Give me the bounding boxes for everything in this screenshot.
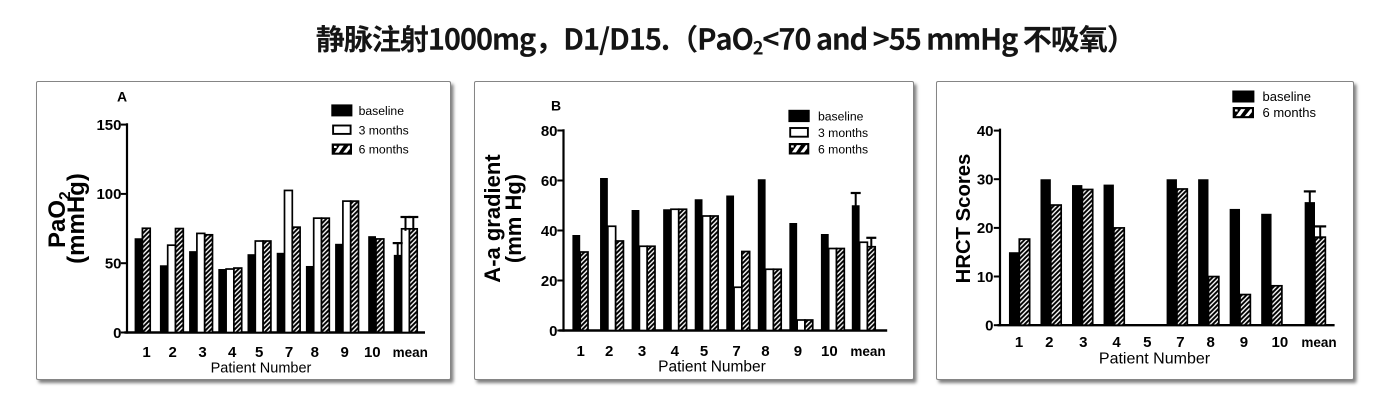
svg-text:8: 8 [761,343,769,360]
svg-text:(mmHg): (mmHg) [63,173,90,264]
svg-text:7: 7 [732,343,740,360]
svg-text:10: 10 [821,343,838,360]
svg-text:4: 4 [671,343,680,360]
svg-text:Patient Number: Patient Number [211,361,312,377]
svg-text:8: 8 [1207,334,1215,351]
svg-text:4: 4 [228,344,237,361]
svg-text:Patient Number: Patient Number [1099,351,1211,368]
svg-text:HRCT Scores: HRCT Scores [953,154,975,284]
svg-text:Patient Number: Patient Number [658,359,766,376]
svg-text:mean: mean [393,345,428,360]
svg-text:5: 5 [255,344,263,361]
svg-text:A-a gradient: A-a gradient [480,154,505,283]
svg-text:7: 7 [1176,334,1184,351]
svg-text:baseline: baseline [1263,89,1311,104]
svg-text:6 months: 6 months [1263,105,1317,120]
svg-text:3: 3 [638,343,646,360]
svg-text:9: 9 [341,344,349,361]
svg-text:8: 8 [311,344,319,361]
svg-text:100: 100 [96,186,121,203]
svg-text:20: 20 [541,273,558,290]
svg-text:mean: mean [1301,335,1336,350]
svg-text:baseline: baseline [359,104,405,118]
svg-text:3: 3 [198,344,206,361]
svg-text:10: 10 [1272,334,1289,351]
svg-text:60: 60 [541,173,558,190]
svg-text:PaO2: PaO2 [44,191,74,248]
svg-text:0: 0 [985,318,993,335]
svg-text:40: 40 [541,223,558,240]
svg-text:mean: mean [850,344,885,359]
svg-text:10: 10 [977,269,994,286]
svg-text:10: 10 [364,344,381,361]
svg-text:3 months: 3 months [359,123,409,137]
svg-text:6 months: 6 months [818,142,868,156]
svg-text:9: 9 [1240,334,1248,351]
svg-text:3 months: 3 months [818,126,868,140]
svg-text:5: 5 [700,343,708,360]
svg-text:B: B [551,98,561,114]
svg-text:3: 3 [1079,334,1087,351]
svg-text:4: 4 [1112,334,1121,351]
svg-text:2: 2 [169,344,177,361]
svg-text:40: 40 [977,123,994,140]
svg-text:20: 20 [977,220,994,237]
svg-text:2: 2 [605,343,613,360]
svg-text:0: 0 [549,323,557,340]
svg-text:80: 80 [541,123,558,140]
svg-text:1: 1 [1015,334,1023,351]
svg-text:50: 50 [105,256,122,273]
svg-text:(mm Hg): (mm Hg) [501,174,526,263]
svg-text:7: 7 [285,344,293,361]
svg-text:0: 0 [113,325,121,342]
svg-text:9: 9 [794,343,802,360]
svg-text:baseline: baseline [818,110,864,124]
svg-text:2: 2 [1045,334,1053,351]
svg-text:1: 1 [142,344,150,361]
svg-text:1: 1 [577,343,585,360]
svg-text:150: 150 [96,117,121,134]
svg-text:A: A [117,89,127,105]
svg-text:5: 5 [1143,334,1151,351]
svg-text:30: 30 [977,172,994,189]
svg-text:6 months: 6 months [359,143,409,157]
